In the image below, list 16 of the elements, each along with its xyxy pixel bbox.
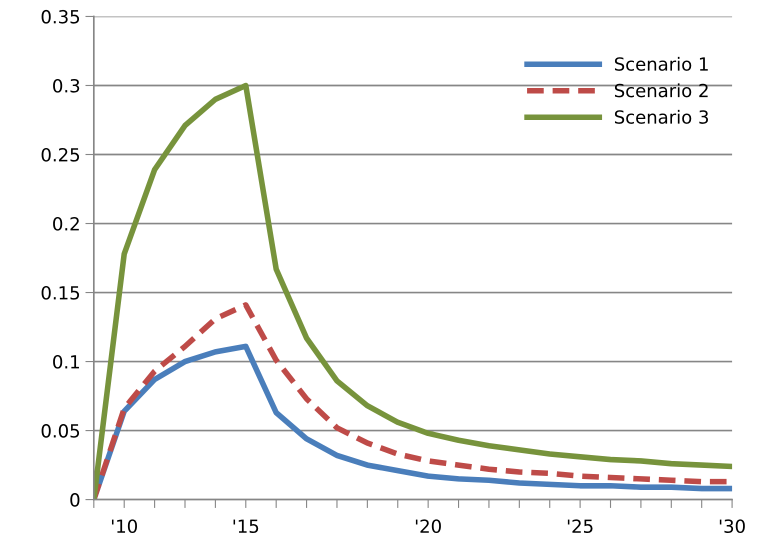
x-tick-label: '20 (416, 519, 441, 534)
y-tick-label: 0.1 (53, 355, 79, 369)
x-tick-label: '10 (112, 519, 137, 534)
y-tick-label: 0.05 (42, 424, 80, 438)
y-tick-label: 0.15 (42, 286, 80, 300)
legend-label: Scenario 2 (614, 83, 708, 98)
x-tick-label: '25 (568, 519, 593, 534)
y-tick-label: 0.2 (53, 216, 79, 231)
x-tick-label: '15 (234, 520, 258, 534)
y-tick-label: 0.3 (53, 78, 80, 93)
y-tick-label: 0 (70, 493, 80, 507)
legend-label: Scenario 3 (614, 110, 708, 124)
y-tick-label: 0.25 (42, 148, 80, 162)
y-tick-label: 0.35 (42, 10, 80, 24)
x-tick-label: '30 (720, 519, 745, 534)
legend-label: Scenario 1 (614, 56, 708, 71)
